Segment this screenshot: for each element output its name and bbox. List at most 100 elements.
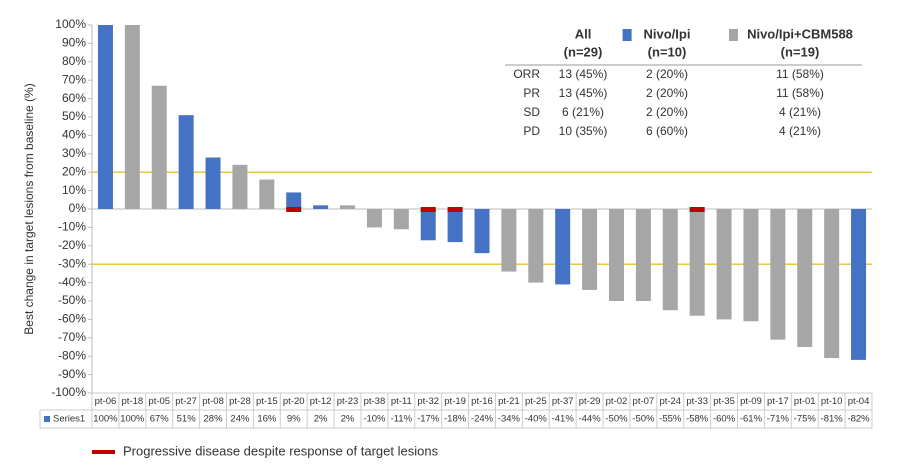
y-tick-label: 30% (62, 146, 86, 160)
x-tick-label: pt-02 (606, 396, 628, 407)
table-cell: 4 (21%) (779, 124, 821, 138)
value-label: 24% (230, 414, 250, 425)
bar (420, 209, 436, 241)
bar (178, 115, 194, 209)
x-tick-label: pt-24 (659, 396, 681, 407)
table-header-n: (n=10) (648, 44, 687, 59)
x-tick-label: pt-18 (122, 396, 144, 407)
x-tick-label: pt-09 (740, 396, 762, 407)
value-label: -17% (417, 414, 440, 425)
y-tick-label: 90% (62, 36, 86, 50)
value-label: -50% (632, 414, 655, 425)
bar (824, 209, 840, 359)
bar (313, 205, 329, 209)
table-row-label: ORR (513, 67, 540, 81)
x-tick-label: pt-23 (337, 396, 359, 407)
y-tick-label: -100% (51, 385, 86, 399)
value-label: -41% (552, 414, 575, 425)
table-cell: 6 (21%) (562, 105, 604, 119)
bar (635, 209, 651, 301)
value-label: -11% (391, 414, 413, 425)
table-cell: 13 (45%) (559, 67, 608, 81)
value-label: 51% (177, 414, 197, 425)
y-tick-label: 0% (69, 201, 87, 215)
bar (259, 179, 275, 209)
bar (393, 209, 409, 230)
table-row-label: PD (523, 124, 540, 138)
x-tick-label: pt-08 (202, 396, 224, 407)
progressive-disease-mark (420, 207, 436, 212)
legend-label: Progressive disease despite response of … (123, 443, 439, 458)
y-tick-label: 50% (62, 109, 86, 123)
x-tick-label: pt-35 (713, 396, 735, 407)
x-tick-label: pt-20 (283, 396, 305, 407)
bar (501, 209, 517, 272)
x-tick-label: pt-37 (552, 396, 574, 407)
x-tick-label: pt-25 (525, 396, 547, 407)
x-tick-label: pt-01 (794, 396, 816, 407)
value-label: 28% (204, 414, 224, 425)
value-label: 2% (341, 414, 355, 425)
table-header: Nivo/Ipi+CBM588 (747, 26, 853, 41)
bar (662, 209, 678, 311)
value-label: -24% (471, 414, 494, 425)
x-tick-label: pt-15 (256, 396, 278, 407)
table-header-n: (n=19) (781, 44, 820, 59)
table-cell: 11 (58%) (776, 67, 824, 81)
value-label: -60% (713, 414, 736, 425)
table-cell: 13 (45%) (559, 86, 608, 100)
bar (851, 209, 867, 360)
value-label: -44% (578, 414, 601, 425)
value-label: -55% (659, 414, 682, 425)
x-tick-label: pt-04 (848, 396, 870, 407)
value-label: 9% (287, 414, 301, 425)
bar (797, 209, 813, 347)
value-label: 2% (314, 414, 328, 425)
table-cell: 6 (60%) (646, 124, 688, 138)
table-cell: 4 (21%) (779, 105, 821, 119)
y-tick-label: -70% (58, 330, 86, 344)
x-tick-label: pt-33 (686, 396, 708, 407)
value-label: -50% (605, 414, 628, 425)
bar (151, 85, 167, 209)
bar (447, 209, 463, 243)
x-tick-label: pt-12 (310, 396, 332, 407)
bar (770, 209, 786, 340)
bar (743, 209, 759, 322)
progressive-disease-mark (447, 207, 463, 212)
table-key (729, 29, 738, 41)
y-tick-label: -30% (58, 256, 86, 270)
value-label: -81% (821, 414, 844, 425)
x-tick-label: pt-28 (229, 396, 251, 407)
value-label: -82% (847, 414, 870, 425)
value-label: -34% (498, 414, 521, 425)
x-tick-label: pt-21 (498, 396, 520, 407)
y-tick-label: 40% (62, 128, 86, 142)
y-tick-label: -60% (58, 312, 86, 326)
value-label: 16% (257, 414, 277, 425)
bar (366, 209, 382, 228)
y-tick-label: -50% (58, 293, 86, 307)
x-tick-label: pt-27 (175, 396, 197, 407)
series-key (44, 416, 50, 422)
value-label: 100% (120, 414, 145, 425)
series-name: Series1 (53, 414, 85, 425)
bar (286, 192, 302, 209)
y-tick-label: -40% (58, 275, 86, 289)
value-label: -61% (740, 414, 763, 425)
y-tick-label: -80% (58, 348, 86, 362)
bar (716, 209, 732, 320)
table-header: Nivo/Ipi (644, 26, 691, 41)
x-tick-label: pt-17 (767, 396, 789, 407)
bar (555, 209, 571, 285)
table-header: All (575, 26, 592, 41)
table-cell: 2 (20%) (646, 67, 688, 81)
x-tick-label: pt-29 (579, 396, 601, 407)
table-row-label: PR (523, 86, 540, 100)
table-key (622, 29, 632, 41)
progressive-disease-mark (286, 207, 302, 212)
y-tick-label: 80% (62, 54, 86, 68)
bar (232, 164, 248, 209)
y-tick-label: 10% (62, 183, 86, 197)
bar (97, 25, 113, 209)
